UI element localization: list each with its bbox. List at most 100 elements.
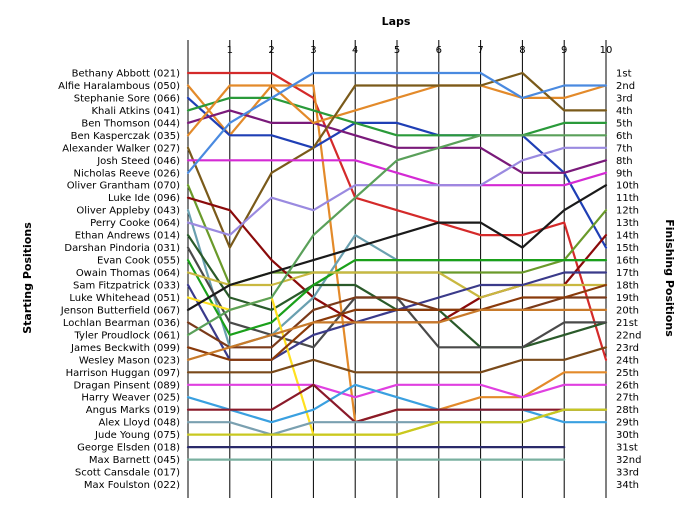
position-label: 5th [616,118,633,129]
position-label: 1st [616,69,632,80]
x-tick-label: 5 [394,45,400,56]
driver-label: Sam Fitzpatrick (033) [73,280,180,291]
series-line-5 [186,109,608,174]
position-label: 19th [616,293,639,304]
position-label: 20th [616,305,639,316]
x-tick-label: 4 [352,45,358,56]
position-label: 9th [616,168,633,179]
position-label: 22nd [616,330,641,341]
driver-label: Oliver Appleby (043) [76,206,180,217]
labels-layer: 1 2 3 4 5 6 7 8 9 10 Bethany Abbott (021)Alfie Har… [58,45,641,491]
driver-label: Harrison Huggan (097) [66,368,181,379]
x-tick-label: 7 [477,45,483,56]
series-line-24 [186,308,608,361]
position-label: 24th [616,355,639,366]
driver-label: Max Barnett (045) [89,455,180,466]
driver-label: Alfie Haralambous (050) [58,81,180,92]
position-label: 12th [616,206,639,217]
driver-label: Bethany Abbott (021) [72,69,180,80]
driver-label: Darshan Pindoria (031) [64,243,180,254]
position-label: 33rd [616,468,639,479]
x-tick-label: 1 [227,45,233,56]
series-line-27 [186,383,608,424]
driver-label: Angus Marks (019) [86,405,180,416]
position-label: 28th [616,405,639,416]
driver-label: Ben Kasperczak (035) [71,131,180,142]
driver-label: Alex Lloyd (048) [99,418,181,429]
driver-label: Scott Cansdale (017) [75,468,180,479]
driver-label: Nicholas Reeve (026) [74,168,181,179]
driver-label: Tyler Proudlock (061) [74,330,181,341]
driver-label: Luke Whitehead (051) [69,293,180,304]
y-axis-label-left: Starting Positions [21,222,34,334]
position-label: 2nd [616,81,635,92]
driver-label: Evan Cook (055) [97,256,180,267]
position-label: 8th [616,156,633,167]
series-line-26 [186,383,608,399]
position-label: 21st [616,318,638,329]
series-line-13 [186,146,608,237]
x-tick-label: 8 [519,45,525,56]
series-line-8 [186,159,608,187]
series-line-6 [186,84,608,137]
series-line-21 [186,296,608,349]
driver-label: Max Foulston (022) [84,480,180,491]
driver-label: Ethan Andrews (014) [75,231,180,242]
series-line-25 [186,346,608,374]
chart-title: Laps [382,15,411,28]
series-line-20 [186,184,608,311]
position-label: 34th [616,480,639,491]
x-tick-label: 9 [561,45,567,56]
series-line-23 [186,283,608,361]
series-line-16 [186,259,608,336]
x-tick-label: 10 [600,45,613,56]
driver-label: Stephanie Sore (066) [74,93,180,104]
driver-label: Oliver Grantham (070) [67,181,180,192]
position-label: 23rd [616,343,639,354]
position-label: 14th [616,231,639,242]
driver-label: Alexander Walker (027) [62,143,180,154]
driver-label: George Elsden (018) [77,443,180,454]
position-label: 13th [616,218,639,229]
series-line-1 [186,71,608,361]
position-label: 31st [616,443,638,454]
driver-label: Lochlan Bearman (036) [63,318,180,329]
driver-label: Jenson Butterfield (067) [60,305,180,316]
position-label: 17th [616,268,639,279]
driver-label: Perry Cooke (064) [90,218,180,229]
position-label: 3rd [616,93,633,104]
lines-layer [186,71,608,461]
x-tick-label: 6 [436,45,442,56]
driver-label: Josh Steed (046) [96,156,180,167]
driver-label: Khali Atkins (041) [91,106,180,117]
position-label: 6th [616,131,633,142]
series-line-3 [186,96,608,249]
driver-label: Owain Thomas (064) [76,268,180,279]
series-line-17 [186,271,608,299]
position-label: 26th [616,380,639,391]
driver-label: Dragan Pinsent (089) [73,380,180,391]
position-label: 30th [616,430,639,441]
driver-label: James Beckwith (099) [70,343,180,354]
series-line-9 [186,71,608,174]
y-axis-label-right: Finishing Positions [663,219,676,337]
position-label: 11th [616,193,639,204]
position-label: 27th [616,393,639,404]
series-line-7 [186,71,608,249]
position-label: 29th [616,418,639,429]
driver-label: Luke Ide (096) [108,193,180,204]
series-line-22 [186,134,608,336]
driver-label: Wesley Mason (023) [79,355,180,366]
x-tick-label: 2 [268,45,274,56]
position-label: 18th [616,280,639,291]
x-tick-label: 3 [310,45,316,56]
driver-label: Harry Weaver (025) [81,393,180,404]
position-label: 32nd [616,455,641,466]
series-line-4 [186,96,608,137]
driver-label: Jude Young (075) [94,430,180,441]
position-label: 16th [616,256,639,267]
position-label: 7th [616,143,633,154]
series-line-30 [186,408,608,436]
